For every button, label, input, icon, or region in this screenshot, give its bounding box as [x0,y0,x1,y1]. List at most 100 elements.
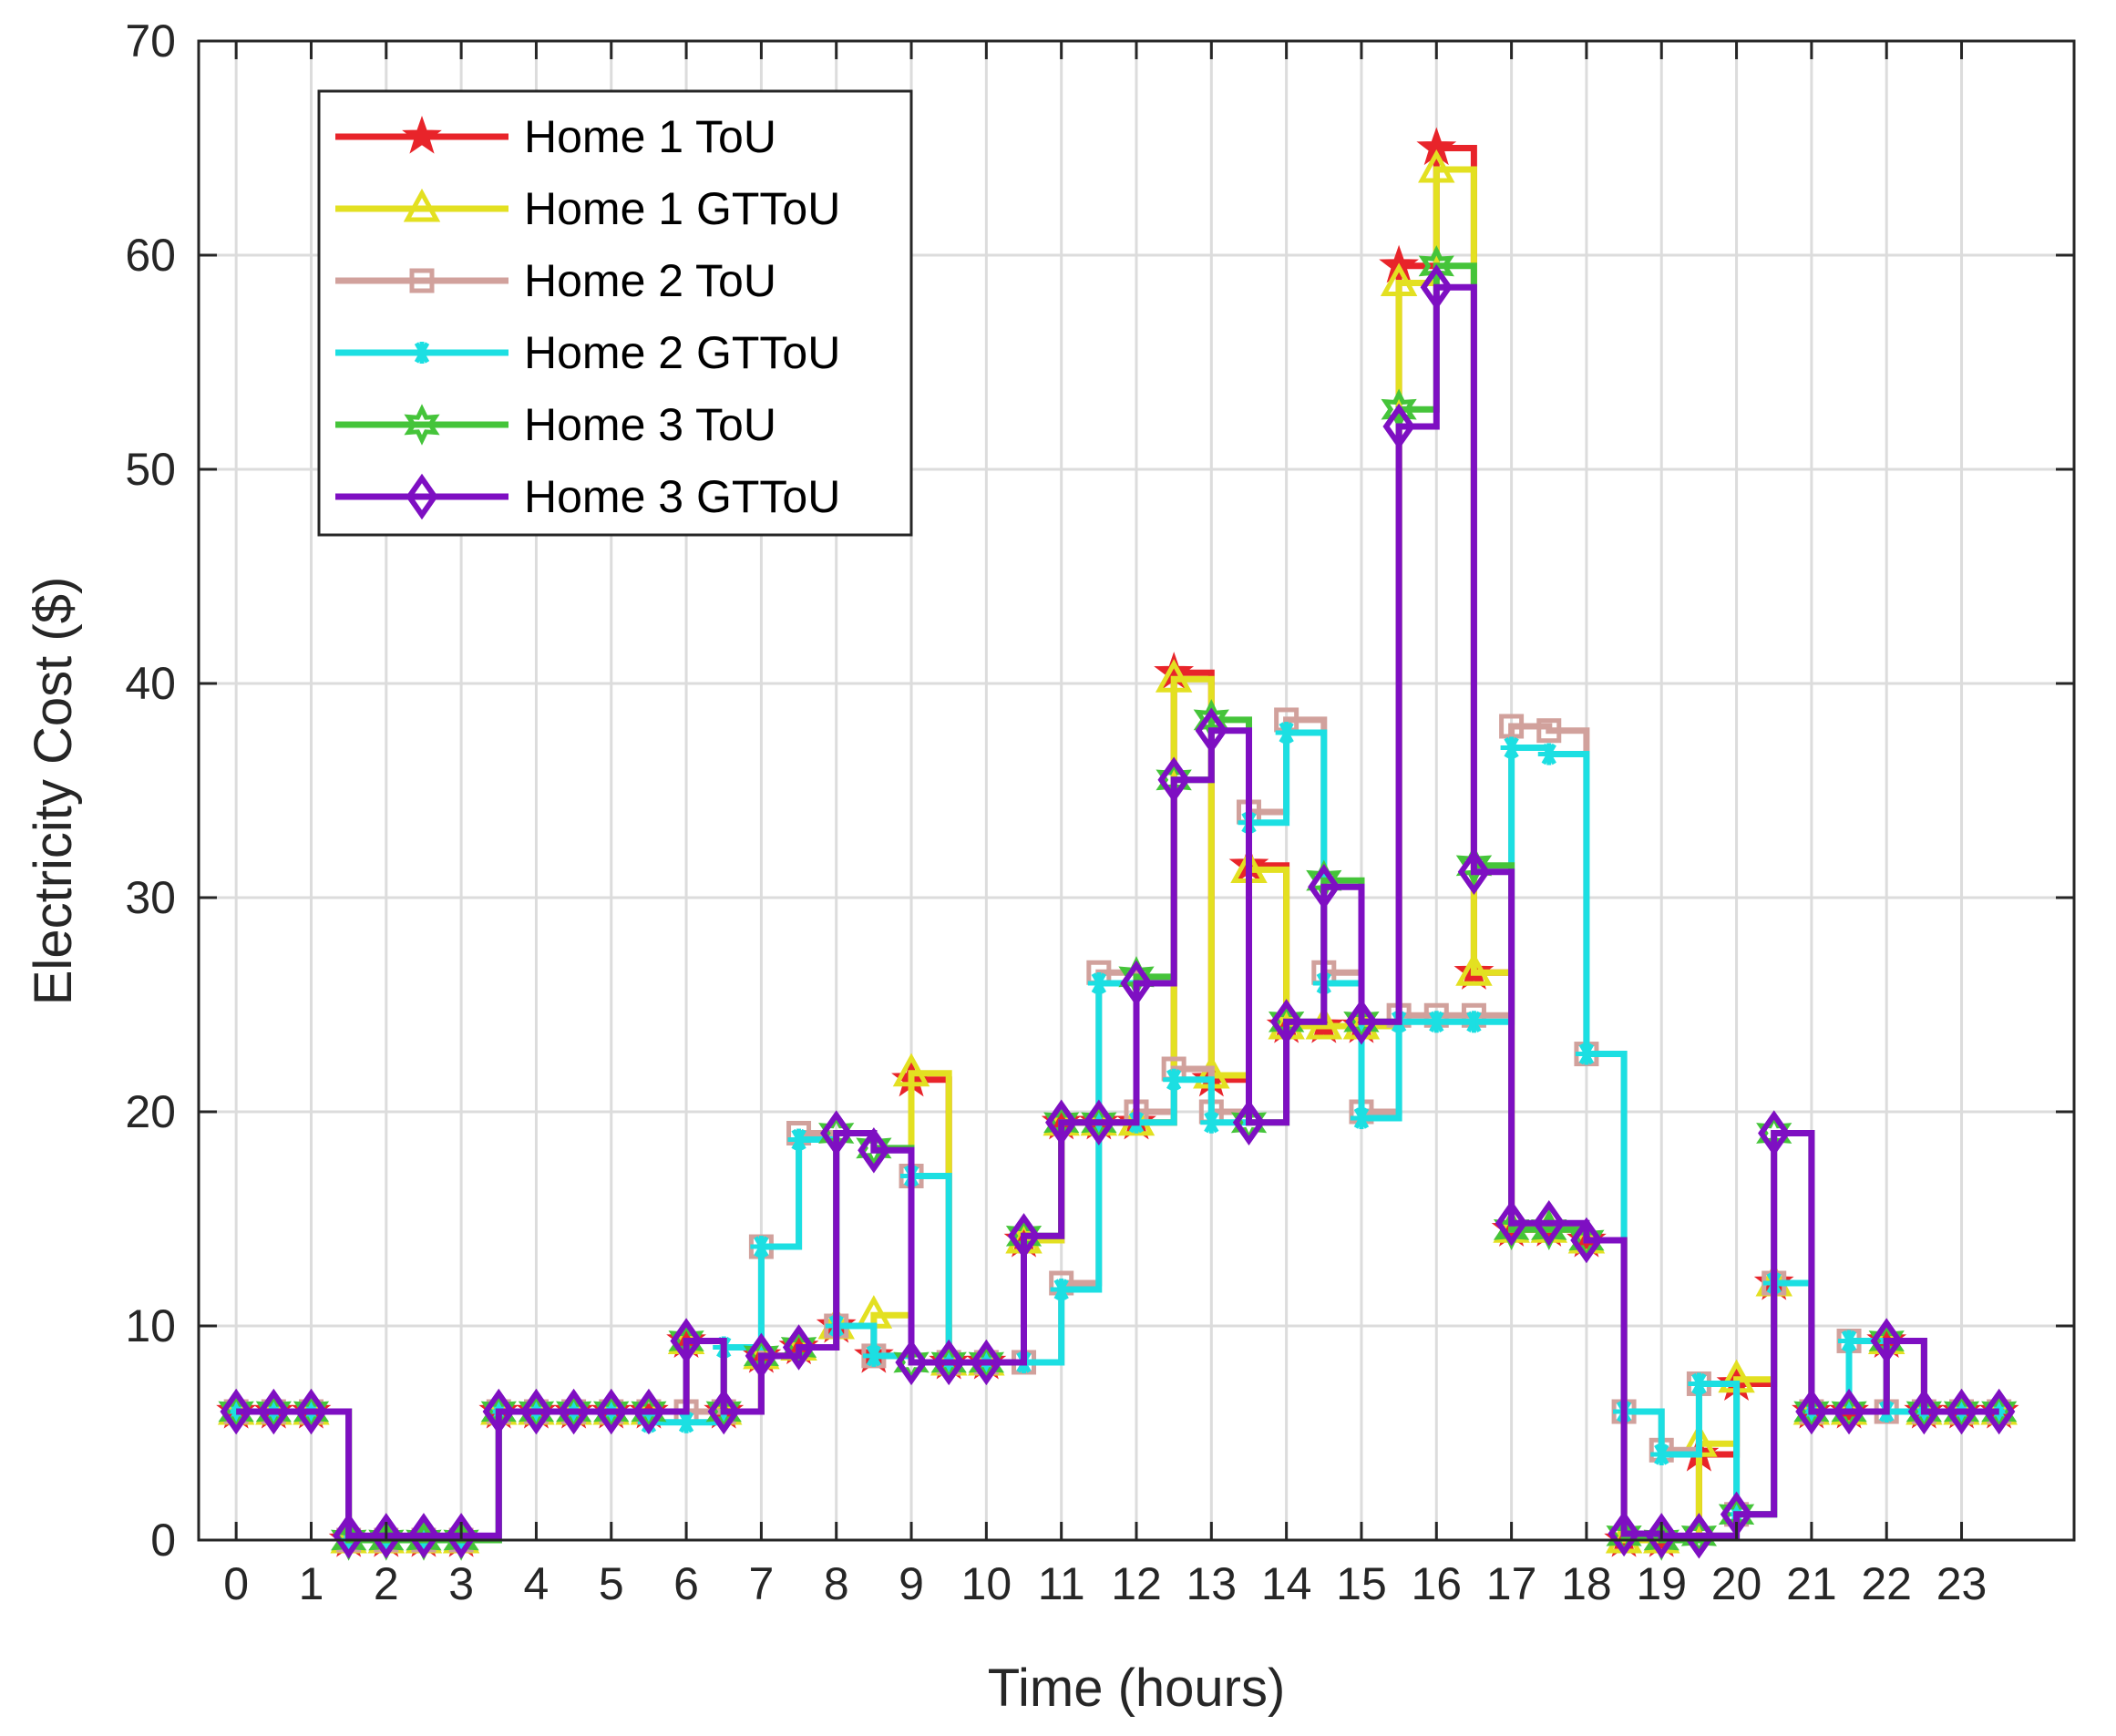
data-point [407,1513,440,1559]
y-tick-label: 60 [125,230,176,281]
legend-entry: Home 2 GTToU [335,327,840,378]
x-tick-label: 7 [748,1558,774,1609]
data-point [1045,1099,1078,1145]
data-point [1833,1388,1865,1435]
data-point [1537,743,1560,765]
x-tick-label: 10 [961,1558,1012,1609]
x-tick-label: 13 [1186,1558,1238,1609]
data-point [1455,952,1493,986]
axis-ticks [199,39,2074,1542]
data-point [482,1388,515,1435]
data-point [1425,1011,1448,1033]
y-tick-label: 40 [125,658,176,709]
data-point [1495,1199,1528,1247]
y-tick-label: 20 [125,1086,176,1137]
data-point [1907,1388,1941,1435]
data-point [787,1128,810,1151]
x-tick-label: 23 [1936,1558,1988,1609]
data-point [294,1388,328,1435]
data-point [1688,1372,1710,1395]
data-point [1195,707,1227,754]
data-point [1499,714,1525,739]
x-tick-label: 22 [1861,1558,1912,1609]
legend-marker [404,404,440,446]
data-point [820,1110,853,1156]
data-point [1007,1213,1041,1259]
x-tick-label: 3 [448,1558,474,1609]
x-tick-label: 8 [824,1558,849,1609]
legend-entry: Home 3 GTToU [335,471,840,522]
data-point [745,1332,778,1380]
legend-entries: Home 1 ToU Home 1 GTToU Home 2 ToU Home 2 G… [335,111,840,522]
data-point [1575,1043,1597,1065]
legend-marker [411,342,433,364]
data-point [670,1318,703,1364]
y-tick-label: 50 [125,444,176,495]
data-point [257,1388,290,1435]
data-point [1838,1330,1861,1352]
x-axis-title: Time (hours) [988,1659,1286,1718]
data-point [1155,659,1193,693]
x-tick-label: 17 [1486,1558,1537,1609]
data-point [1200,1111,1223,1134]
legend-box [317,89,913,537]
y-axis-title: Electricity Cost ($) [24,577,83,1006]
y-tick-label: 30 [125,872,176,923]
x-tick-label: 20 [1711,1558,1762,1609]
data-point [1418,245,1454,287]
data-point [1275,722,1298,745]
data-point [1536,718,1562,744]
legend-marker [402,115,442,154]
series-layer [216,127,2019,1561]
x-tick-label: 16 [1411,1558,1462,1609]
data-point [1269,999,1303,1045]
data-point [1382,403,1415,450]
legend-entry: Home 3 ToU [335,399,776,450]
legend-entry: Home 1 GTToU [335,183,840,234]
y-tick-label: 0 [150,1515,176,1566]
data-point [862,1344,885,1367]
data-point [632,1388,665,1435]
y-tick-label: 70 [125,15,176,67]
data-point [1983,1388,2016,1435]
x-tick-label: 19 [1636,1558,1687,1609]
x-tick-label: 15 [1336,1558,1387,1609]
legend: Home 1 ToU Home 1 GTToU Home 2 ToU Home 2 G… [317,89,913,537]
data-point [1308,864,1340,910]
data-point [1650,1443,1673,1465]
x-tick-label: 12 [1111,1558,1162,1609]
data-point [932,1339,965,1386]
data-point [445,1513,478,1559]
data-point [1345,999,1378,1045]
data-point [332,1513,365,1559]
x-tick-label: 21 [1786,1558,1837,1609]
data-point [1945,1388,1978,1435]
tick-labels: 0 1 2 3 4 5 6 7 8 9 10 11 12 13 14 15 16 17 18 19 20 21 22 2301… [125,15,1987,1609]
data-point [782,1324,816,1371]
data-point [856,1127,892,1169]
x-tick-label: 14 [1261,1558,1312,1609]
x-tick-label: 11 [1038,1558,1085,1609]
data-point [1533,1199,1566,1247]
x-tick-label: 9 [899,1558,924,1609]
data-point [1418,149,1455,183]
data-point [1570,1217,1603,1264]
x-tick-label: 2 [374,1558,399,1609]
data-point [1420,264,1453,311]
data-point [1050,1279,1073,1301]
data-point [1758,1110,1791,1156]
legend-label: Home 2 GTToU [524,327,840,378]
series-5 [220,264,2016,1559]
data-point [519,1388,553,1435]
legend-marker [406,473,438,520]
data-point [1350,1107,1372,1130]
legend-label: Home 1 GTToU [524,183,840,234]
data-point [892,1053,930,1087]
x-tick-label: 18 [1561,1558,1612,1609]
data-point [1463,1011,1485,1033]
data-point [557,1388,591,1435]
x-tick-label: 0 [223,1558,249,1609]
legend-marker [403,188,441,222]
